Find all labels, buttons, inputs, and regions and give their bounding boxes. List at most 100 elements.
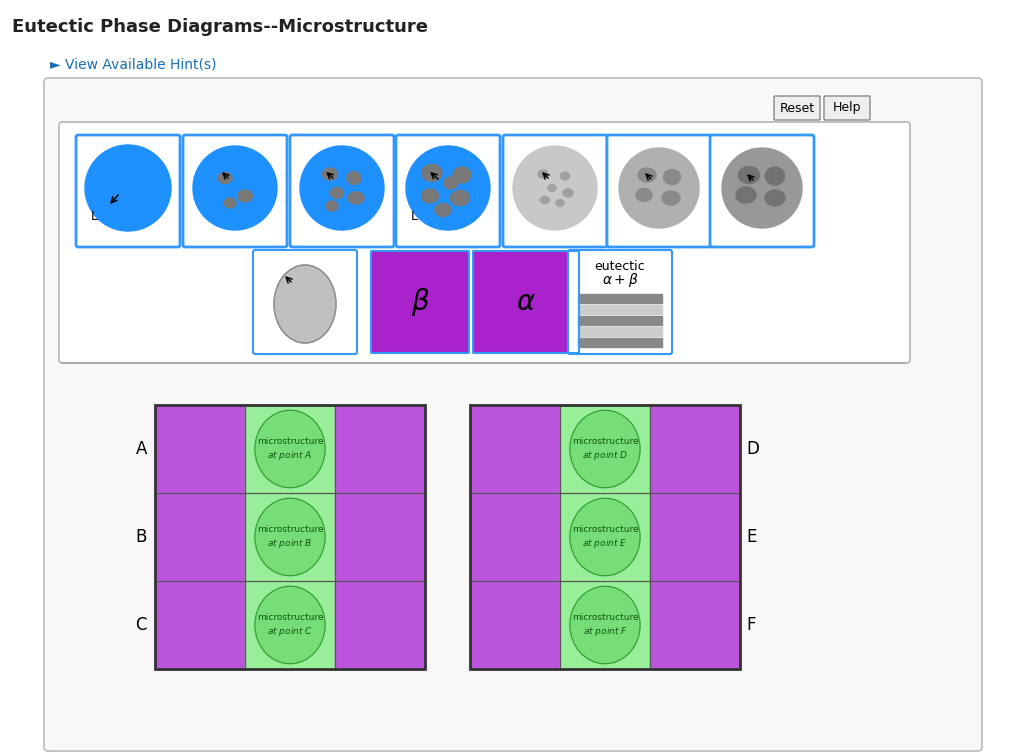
Text: microstructure: microstructure [571, 525, 638, 534]
Text: B: B [135, 528, 147, 546]
Bar [335, 405, 425, 493]
Ellipse shape [238, 190, 253, 202]
FancyBboxPatch shape [76, 135, 180, 247]
Ellipse shape [218, 172, 232, 184]
Bar [650, 493, 740, 581]
Ellipse shape [736, 187, 756, 203]
Ellipse shape [451, 191, 469, 206]
Circle shape [618, 148, 699, 228]
Text: $\alpha$: $\alpha$ [516, 288, 536, 316]
Ellipse shape [323, 168, 338, 180]
Bar [474, 252, 578, 352]
Bar [245, 405, 335, 493]
Bar [650, 581, 740, 669]
Ellipse shape [560, 172, 569, 180]
Bar [650, 405, 740, 493]
Text: L: L [91, 210, 98, 223]
Bar [578, 327, 662, 336]
Ellipse shape [636, 188, 652, 202]
FancyBboxPatch shape [568, 250, 672, 354]
Bar [155, 493, 245, 581]
Bar [245, 581, 335, 669]
Ellipse shape [765, 190, 785, 206]
Bar [650, 581, 740, 669]
Bar [650, 405, 740, 493]
Ellipse shape [326, 201, 338, 211]
FancyBboxPatch shape [607, 135, 711, 247]
Text: at point $C$: at point $C$ [267, 624, 313, 637]
Bar [155, 581, 245, 669]
Bar [578, 338, 662, 347]
Ellipse shape [541, 197, 550, 203]
Circle shape [722, 148, 802, 228]
Circle shape [85, 145, 171, 231]
Bar [470, 405, 740, 669]
Text: at point $E$: at point $E$ [583, 537, 628, 550]
Bar [470, 405, 560, 493]
Text: $\alpha + \beta$: $\alpha + \beta$ [602, 271, 638, 289]
Text: F: F [746, 616, 756, 634]
Bar [560, 493, 650, 581]
Ellipse shape [570, 498, 640, 576]
Ellipse shape [638, 168, 656, 182]
Text: A: A [135, 440, 147, 458]
Ellipse shape [255, 498, 325, 576]
Text: microstructure: microstructure [257, 525, 324, 534]
Ellipse shape [348, 192, 364, 204]
FancyBboxPatch shape [710, 135, 814, 247]
Text: at point $F$: at point $F$ [583, 624, 628, 637]
Text: microstructure: microstructure [571, 614, 638, 622]
Bar [560, 493, 650, 581]
Text: microstructure: microstructure [257, 614, 324, 622]
Ellipse shape [738, 166, 760, 184]
Ellipse shape [422, 189, 438, 203]
Text: microstructure: microstructure [257, 438, 324, 447]
Bar [560, 405, 650, 493]
Ellipse shape [570, 411, 640, 488]
Bar [470, 493, 560, 581]
Ellipse shape [435, 203, 451, 216]
FancyBboxPatch shape [59, 122, 910, 363]
Text: E: E [746, 528, 757, 546]
Circle shape [193, 146, 278, 230]
Bar [155, 581, 245, 669]
Ellipse shape [538, 170, 548, 178]
Text: D: D [746, 440, 759, 458]
Bar [335, 493, 425, 581]
Text: $\beta$: $\beta$ [411, 286, 429, 318]
Bar [155, 493, 245, 581]
Circle shape [406, 146, 490, 230]
FancyBboxPatch shape [44, 78, 982, 751]
Ellipse shape [274, 265, 336, 343]
Bar [650, 493, 740, 581]
Text: eutectic: eutectic [595, 261, 645, 274]
Text: at point $B$: at point $B$ [267, 537, 312, 550]
Bar [470, 493, 560, 581]
Ellipse shape [453, 167, 471, 183]
FancyBboxPatch shape [253, 250, 357, 354]
Text: C: C [135, 616, 147, 634]
Ellipse shape [331, 187, 343, 199]
Bar [470, 405, 560, 493]
Text: Eutectic Phase Diagrams--Microstructure: Eutectic Phase Diagrams--Microstructure [12, 18, 428, 36]
Bar [560, 581, 650, 669]
Bar [470, 581, 560, 669]
Ellipse shape [570, 587, 640, 664]
FancyBboxPatch shape [824, 96, 870, 120]
Bar [470, 581, 560, 669]
Text: at point $D$: at point $D$ [582, 448, 628, 461]
Bar [560, 405, 650, 493]
Bar [578, 294, 662, 303]
Bar [372, 252, 468, 352]
Bar [245, 405, 335, 493]
Text: L: L [411, 210, 418, 223]
Ellipse shape [224, 198, 236, 208]
Ellipse shape [563, 189, 573, 197]
Ellipse shape [548, 184, 556, 191]
Bar [335, 493, 425, 581]
Text: ► View Available Hint(s): ► View Available Hint(s) [50, 58, 216, 72]
Text: at point $A$: at point $A$ [267, 448, 312, 461]
Ellipse shape [662, 191, 680, 205]
Ellipse shape [255, 587, 325, 664]
FancyBboxPatch shape [290, 135, 394, 247]
